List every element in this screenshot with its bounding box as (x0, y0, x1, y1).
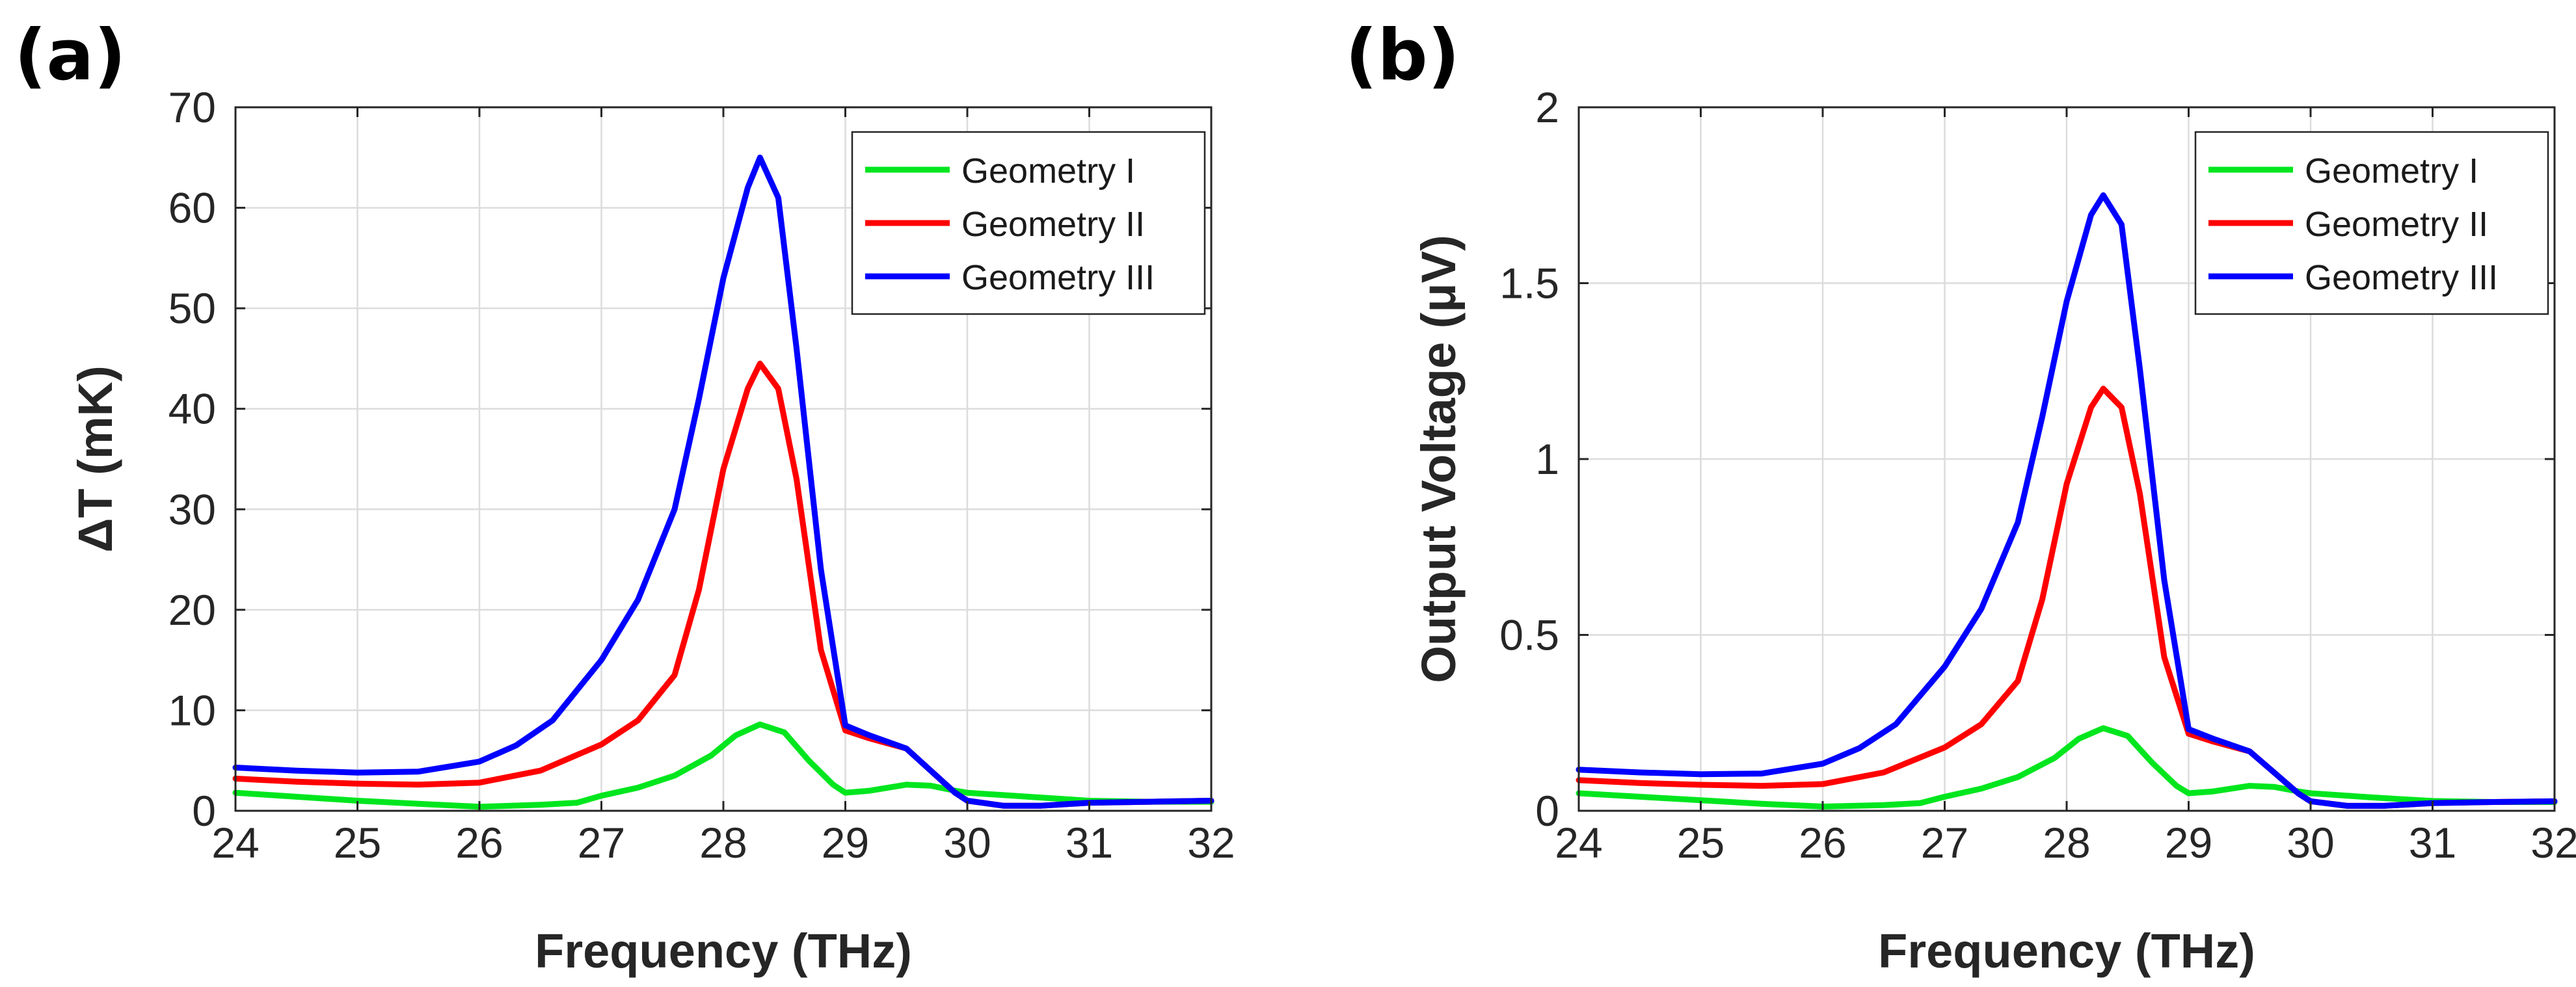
y-tick-label: 0 (1535, 787, 1559, 835)
x-tick-label: 29 (2165, 819, 2212, 867)
y-tick-label: 10 (168, 686, 216, 734)
y-tick-label: 70 (168, 83, 216, 131)
legend-entry: Geometry II (961, 205, 1145, 244)
x-axis-title: Frequency (THz) (535, 924, 912, 978)
y-tick-label: 0 (192, 787, 216, 835)
x-tick-label: 31 (1066, 819, 1113, 867)
x-tick-label: 29 (822, 819, 869, 867)
panel-label: (b) (1345, 15, 1460, 96)
x-tick-label: 26 (1799, 819, 1846, 867)
y-axis-title: Output Voltage (μV) (1412, 235, 1466, 683)
y-tick-label: 40 (168, 385, 216, 433)
x-tick-label: 26 (455, 819, 503, 867)
x-tick-label: 28 (2043, 819, 2090, 867)
x-tick-label: 32 (2530, 819, 2576, 867)
series-line-geometry-iii (232, 154, 1214, 809)
x-tick-label: 30 (2287, 819, 2334, 867)
x-tick-label: 24 (1555, 819, 1602, 867)
x-tick-label: 31 (2409, 819, 2456, 867)
x-axis-title: Frequency (THz) (1878, 924, 2255, 978)
legend: Geometry I Geometry II Geometry III (851, 131, 1206, 315)
y-tick-label: 0.5 (1499, 611, 1559, 659)
y-tick-label: 2 (1535, 83, 1559, 131)
x-tick-label: 30 (943, 819, 991, 867)
chart-panel-a: 24 25 26 27 28 29 30 31 32 0 10 20 30 40 50 60 70 Frequen… (14, 15, 1235, 978)
x-tick-label: 32 (1187, 819, 1235, 867)
legend-entry: Geometry I (961, 151, 1135, 191)
panel-label: (a) (14, 15, 126, 96)
legend-entry: Geometry I (2305, 151, 2478, 191)
series-line-geometry-i (232, 721, 1214, 810)
chart-panel-b: 24 25 26 27 28 29 30 31 32 0 0.5 1 1.5 2 Frequency (TH… (1345, 15, 2576, 978)
legend-entry: Geometry III (961, 258, 1155, 297)
x-tick-label: 24 (211, 819, 259, 867)
y-tick-label: 1.5 (1499, 259, 1559, 308)
x-tick-label: 27 (578, 819, 625, 867)
y-axis-title: ΔT (mK) (68, 365, 122, 552)
legend-entry: Geometry III (2305, 258, 2498, 297)
legend-entry: Geometry II (2305, 205, 2488, 244)
y-tick-label: 50 (168, 284, 216, 332)
x-tick-label: 25 (334, 819, 381, 867)
y-tick-label: 1 (1535, 435, 1559, 483)
legend: Geometry I Geometry II Geometry III (2194, 131, 2549, 315)
series-line-geometry-iii (1576, 192, 2558, 809)
y-tick-label: 60 (168, 184, 216, 232)
x-tick-label: 28 (699, 819, 747, 867)
series-line-geometry-i (1576, 725, 2558, 809)
y-tick-label: 30 (168, 485, 216, 533)
x-tick-label: 27 (1921, 819, 1968, 867)
y-tick-label: 20 (168, 586, 216, 634)
x-tick-label: 25 (1677, 819, 1724, 867)
